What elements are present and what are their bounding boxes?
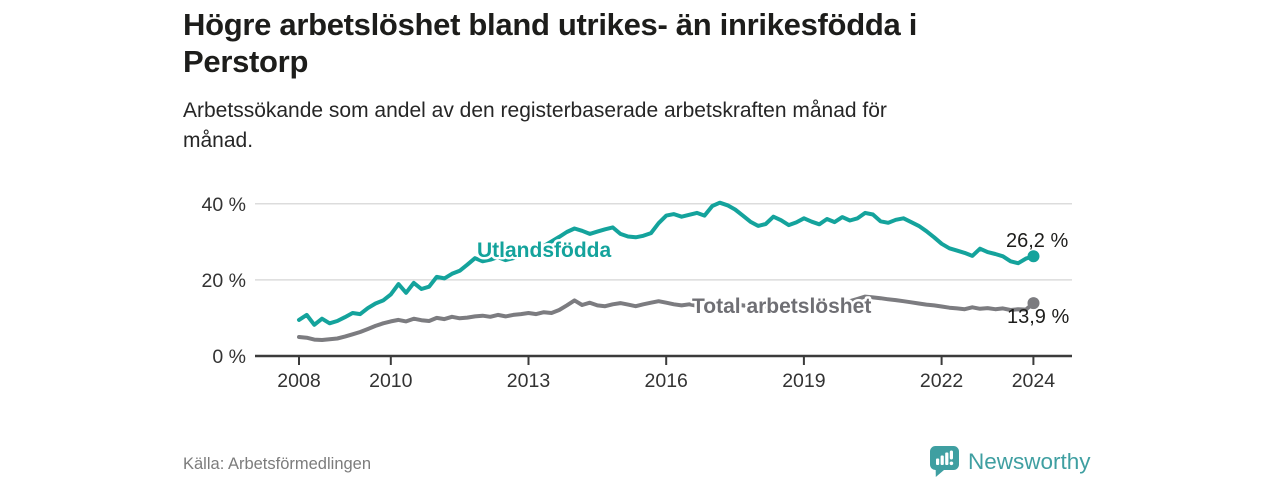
y-axis-labels: 0 % 20 % 40 % [202,194,246,368]
newsworthy-logo-icon [930,446,959,477]
bar-short [936,458,940,465]
x-tick-label-2022: 2022 [920,370,963,392]
x-tick-label-2010: 2010 [369,370,413,392]
subtitle-line-1: Arbetssökande som andel av den registerb… [183,99,887,122]
speech-bubble-shape [930,446,959,477]
y-tick-label-20: 20 % [202,270,246,292]
end-value-label-total: 13,9 % [1007,306,1069,328]
title-line-2: Perstorp [183,44,309,79]
page-title: Högre arbetslöshet bland utrikes- än inr… [183,6,1103,80]
series-end-dot-0 [1027,250,1040,263]
subtitle-line-2: månad. [183,129,254,152]
data-series [297,200,1040,342]
gridlines [255,203,1072,281]
exclamation-dot [949,461,954,466]
series-end-dot-1 [1027,297,1040,310]
bar-medium [940,455,944,465]
x-tick-label-2013: 2013 [507,370,550,392]
y-tick-label-0: 0 % [212,346,246,368]
series-line-1 [297,294,1036,342]
x-tick-label-2016: 2016 [645,370,688,392]
title-line-1: Högre arbetslöshet bland utrikes- än inr… [183,7,918,42]
x-tick-label-2024: 2024 [1012,370,1056,392]
bar-tall [945,452,949,465]
x-tick-label-2019: 2019 [782,370,825,392]
brand-name: Newsworthy [968,448,1091,474]
newsworthy-brand: Newsworthy [929,445,1091,478]
x-axis-ticks [298,357,1035,365]
x-tick-label-2008: 2008 [277,370,320,392]
y-tick-label-40: 40 % [202,194,246,216]
x-axis-tick-labels: 2008 2010 2013 2016 2019 2022 2024 [277,370,1055,392]
end-value-label-utlandsfodda: 26,2 % [1006,230,1068,252]
exclamation-stem [949,450,953,460]
series-line-0 [297,200,1036,327]
chart-subtitle: Arbetssökande som andel av den registerb… [183,96,1043,156]
series-label-utlandsfodda: Utlandsfödda [477,239,611,262]
source-attribution: Källa: Arbetsförmedlingen [183,455,372,473]
series-label-total-arbetsloshet: Total arbetslöshet [692,295,871,318]
